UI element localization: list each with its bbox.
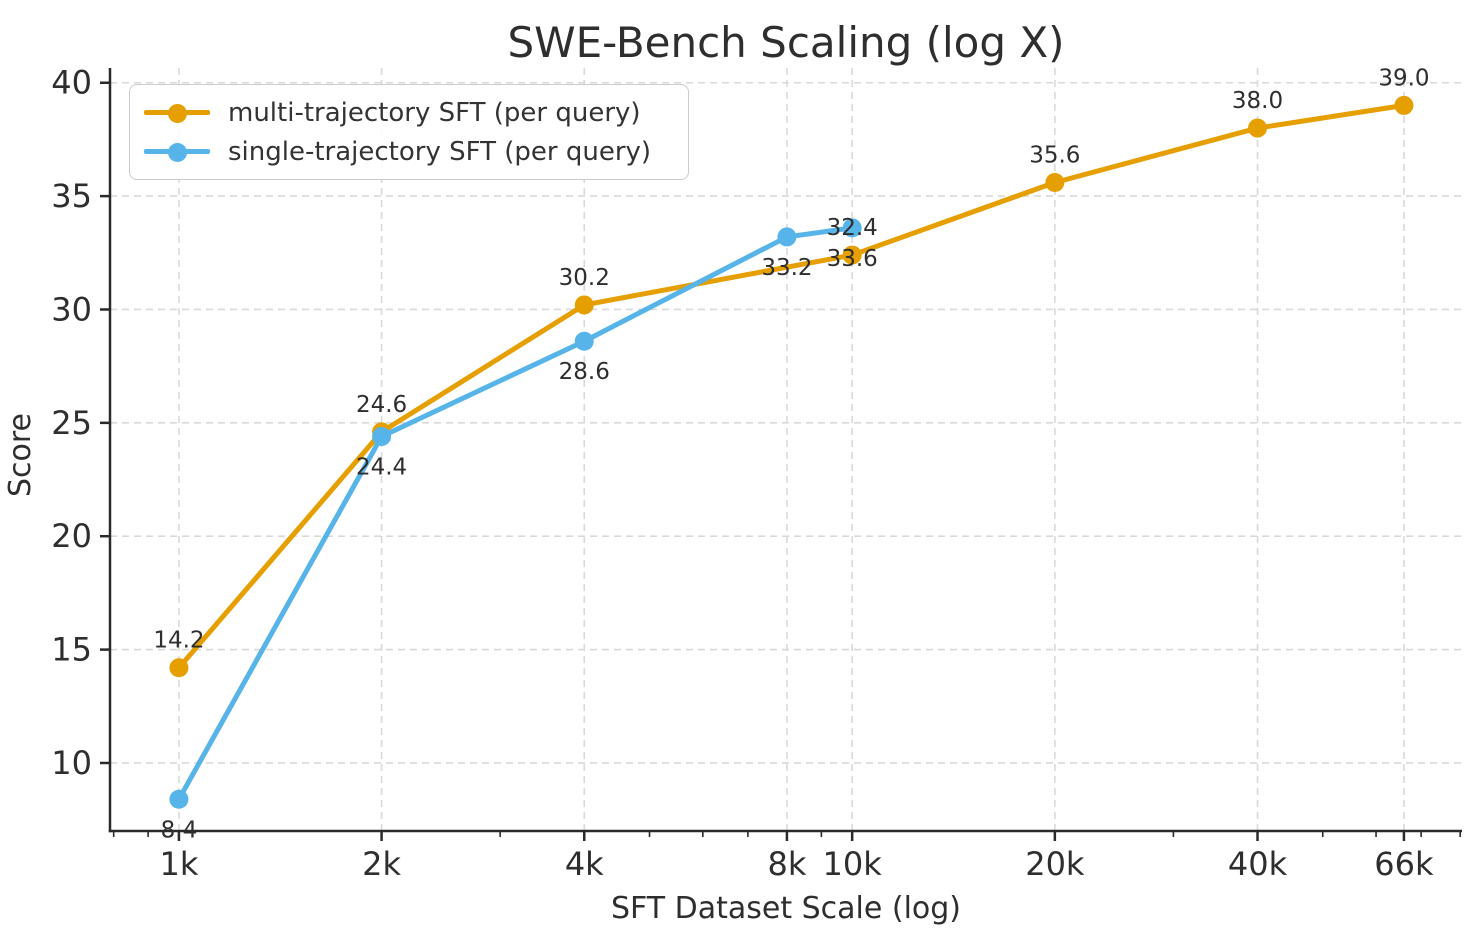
legend-line-marker-icon [144, 103, 210, 123]
data-point-label: 39.0 [1378, 65, 1429, 91]
data-point-label: 35.6 [1029, 143, 1080, 169]
y-tick-label: 15 [51, 631, 92, 669]
data-point-label: 33.6 [827, 246, 878, 272]
data-point-label: 24.4 [356, 454, 407, 480]
y-tick-label: 30 [51, 290, 92, 328]
x-tick-label: 8k [767, 845, 806, 883]
data-point-label: 33.2 [761, 255, 812, 281]
data-point-marker [1394, 95, 1414, 115]
legend-label-multi-trajectory: multi-trajectory SFT (per query) [228, 97, 641, 128]
data-point-marker [1045, 173, 1065, 193]
data-point-label: 14.2 [153, 628, 204, 654]
x-tick-label: 40k [1228, 845, 1288, 883]
series-line [176, 225, 855, 802]
point-label-layer: 14.2 24.6 30.2 32.4 35.6 38.0 39.0 8.4 24.4 28.6 3… [153, 65, 1429, 843]
legend-line-marker-icon [144, 142, 210, 162]
x-tick-label: 1k [159, 845, 198, 883]
x-tick-label: 20k [1025, 845, 1085, 883]
legend-item-single-trajectory: single-trajectory SFT (per query) [144, 132, 674, 171]
legend-sample-dot [168, 103, 187, 123]
x-tick-label: 10k [823, 845, 883, 883]
legend: multi-trajectory SFT (per query) single-… [129, 84, 689, 180]
x-tick-label: 4k [565, 845, 604, 883]
data-point-marker [574, 331, 594, 351]
x-tick-label: 66k [1374, 845, 1434, 883]
data-point-marker [842, 218, 862, 238]
grid-layer [110, 68, 1462, 831]
data-point-label: 32.4 [827, 215, 878, 241]
data-point-marker [169, 789, 189, 809]
series-line [176, 102, 1407, 671]
legend-sample-dot [168, 142, 187, 162]
chart-title: SWE-Bench Scaling (log X) [507, 18, 1065, 67]
data-point-marker [574, 295, 594, 315]
data-point-label: 30.2 [559, 265, 610, 291]
y-axis-label: Score [3, 413, 38, 497]
data-point-label: 8.4 [161, 817, 198, 843]
data-point-label: 24.6 [356, 392, 407, 418]
y-tick-label: 10 [51, 744, 92, 782]
y-tick-label: 35 [51, 177, 92, 215]
x-tick-label: 2k [362, 845, 401, 883]
data-point-marker [169, 658, 189, 678]
x-axis-label: SFT Dataset Scale (log) [611, 891, 961, 926]
series-layer [169, 95, 1414, 809]
legend-item-multi-trajectory: multi-trajectory SFT (per query) [144, 93, 674, 132]
data-point-label: 28.6 [559, 359, 610, 385]
data-point-marker [1248, 118, 1268, 138]
data-point-marker [372, 426, 392, 446]
y-tick-label: 20 [51, 517, 92, 555]
data-point-label: 38.0 [1232, 88, 1283, 114]
y-tick-label: 40 [51, 64, 92, 102]
legend-label-single-trajectory: single-trajectory SFT (per query) [228, 136, 652, 167]
data-point-marker [842, 245, 862, 265]
axes-layer: 10 15 20 25 30 35 40 1k 2k 4k 8k 10k 20k 40k 66k [51, 64, 1462, 883]
y-tick-label: 25 [51, 404, 92, 442]
data-point-marker [777, 227, 797, 247]
